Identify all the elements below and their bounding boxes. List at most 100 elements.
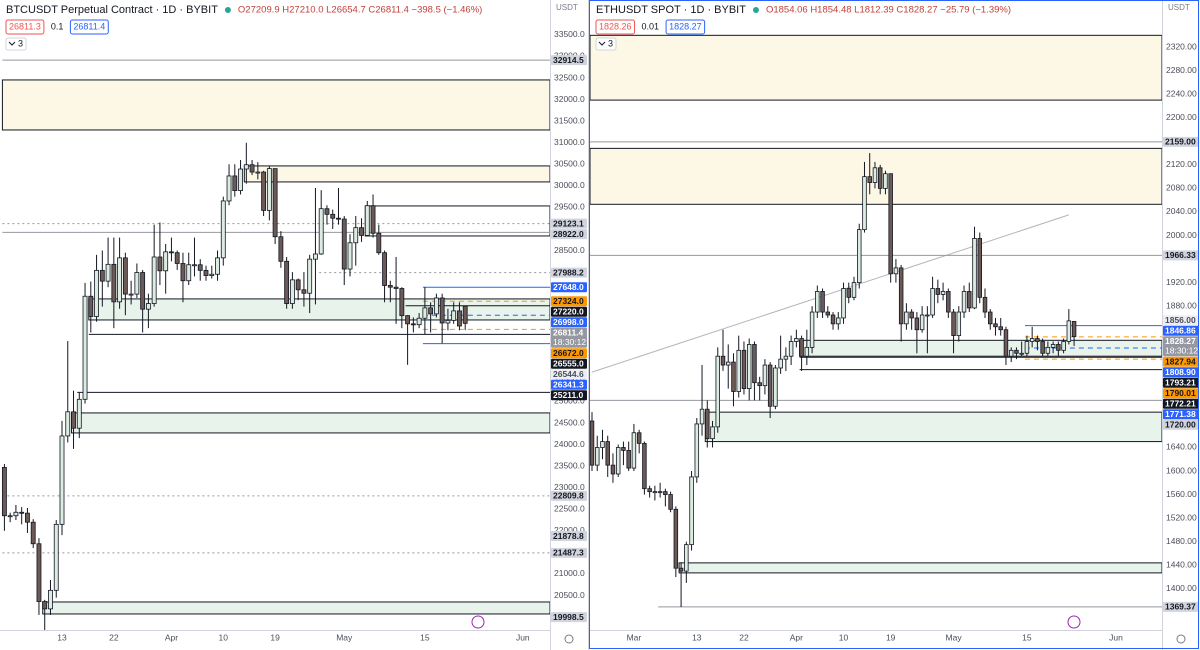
candle-body: [284, 260, 290, 304]
candle-body: [347, 242, 353, 270]
price-tag-label: 1856.00: [1165, 315, 1196, 325]
price-tag-label: 2159.00: [1165, 137, 1196, 147]
candle-body: [809, 311, 815, 348]
candle-body: [180, 263, 186, 282]
candle-body: [867, 176, 872, 183]
price-tag: [1163, 250, 1199, 261]
candle-body: [1019, 352, 1024, 355]
y-tick-label: 1400.00: [1166, 583, 1197, 593]
candle-body: [215, 257, 220, 275]
candle-body: [647, 488, 652, 493]
price-tag-label: 1828.27: [1165, 336, 1196, 346]
candle-body: [783, 355, 789, 360]
candle-body: [261, 171, 267, 211]
candle-body: [457, 310, 462, 327]
candle-body: [238, 168, 243, 191]
candle-body: [689, 476, 694, 546]
zone: [678, 562, 1162, 574]
plot-area: [590, 34, 1162, 608]
price-tag: [1163, 325, 1199, 336]
price-tag: [551, 358, 587, 369]
candle-body: [972, 238, 977, 309]
x-tick-label: 10: [839, 632, 849, 642]
candle-body: [872, 167, 878, 183]
y-tick-label: 2040.00: [1166, 206, 1197, 216]
candle-body: [341, 218, 347, 270]
price-tag-label: 1966.33: [1165, 250, 1196, 260]
candle-body: [731, 361, 736, 392]
price-tag-label: 27648.0: [553, 282, 584, 292]
candle-body: [804, 346, 810, 357]
candle-body: [893, 267, 899, 275]
quote-ask: 26811.4: [73, 21, 105, 31]
price-tag: [551, 369, 587, 380]
price-tag-label: 29123.1: [553, 218, 584, 228]
symbol-title: BTCUSDT Perpetual Contract · 1D · BYBIT: [6, 4, 218, 16]
candle-body: [13, 511, 19, 517]
x-tick-label: May: [946, 632, 963, 642]
candle-body: [301, 289, 307, 294]
candle-body: [919, 314, 925, 331]
indicator-caret: [598, 41, 606, 46]
price-tag: [551, 547, 587, 558]
candle-body: [736, 349, 741, 392]
axis-unit: USDT: [1168, 3, 1190, 12]
price-tag: [551, 55, 587, 66]
candle-body: [71, 411, 76, 429]
price-tag: [551, 267, 587, 278]
indicator-count: 3: [608, 38, 613, 48]
price-tag-label: 1369.37: [1165, 602, 1196, 612]
candle-body: [940, 291, 946, 295]
y-tick-label: 2080.00: [1166, 183, 1197, 193]
candle-body: [825, 311, 831, 316]
candle-body: [684, 544, 689, 572]
indicator-box: [5, 37, 27, 51]
candle-body: [946, 291, 951, 313]
candle-body: [710, 426, 715, 440]
price-tag-label: 1720.00: [1165, 420, 1196, 430]
price-tag: [551, 348, 587, 359]
candle-body: [621, 447, 626, 451]
candle-body: [128, 293, 134, 296]
candle-body: [914, 317, 920, 331]
candle-body: [387, 285, 393, 288]
candle-body: [851, 282, 857, 298]
x-tick-label: Mar: [627, 632, 642, 642]
candle-body: [53, 523, 59, 591]
candle-body: [48, 589, 53, 610]
candle-body: [1029, 338, 1035, 342]
candle-body: [925, 314, 930, 317]
candle-body: [1066, 320, 1072, 342]
y-tick-label: 20500.0: [554, 590, 585, 600]
y-tick-label: 32000.0: [554, 94, 585, 104]
price-tag: [551, 379, 587, 390]
candle-body: [313, 253, 318, 260]
candle-body: [186, 264, 192, 282]
indicator-box: [595, 37, 617, 51]
candle-body: [877, 167, 883, 189]
candle-body: [266, 168, 272, 211]
y-tick-label: 25000.0: [554, 396, 585, 406]
candle-body: [243, 164, 249, 170]
candle-body: [278, 236, 284, 262]
candle-body: [720, 355, 726, 366]
price-tag: [1163, 409, 1199, 420]
zone: [364, 205, 550, 237]
candle-body: [600, 441, 605, 448]
candle-body: [169, 251, 174, 254]
price-tag: [551, 282, 587, 293]
price-tag: [551, 612, 587, 623]
y-tick-label: 1560.00: [1166, 489, 1197, 499]
y-tick-label: 24500.0: [554, 417, 585, 427]
y-tick-label: 1440.00: [1166, 559, 1197, 569]
candle-body: [1040, 341, 1045, 354]
price-tag-label: 21878.8: [553, 531, 584, 541]
price-tag-label: 26544.6: [553, 369, 584, 379]
candle-body: [145, 303, 151, 310]
y-tick-label: 33500.0: [554, 29, 585, 39]
zone: [71, 412, 550, 434]
trendline: [591, 214, 1069, 373]
price-tag-label: 27988.2: [553, 267, 584, 277]
candle-body: [888, 173, 893, 275]
